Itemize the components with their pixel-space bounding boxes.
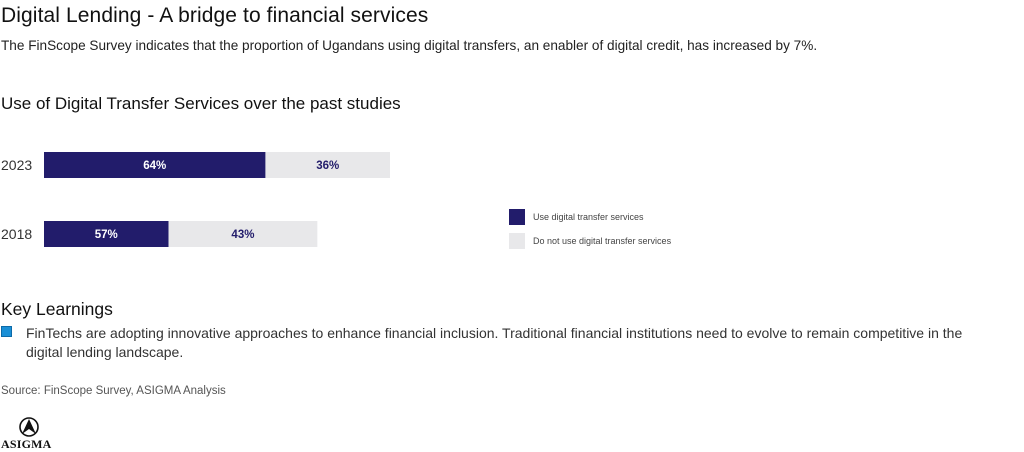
key-learning-item: FinTechs are adopting innovative approac… <box>26 325 963 360</box>
data-label-2018-1: 43% <box>231 229 254 241</box>
source-note: Source: FinScope Survey, ASIGMA Analysis <box>1 385 226 397</box>
data-label-2023-0: 64% <box>143 160 166 172</box>
legend-label-use: Use digital transfer services <box>533 212 644 222</box>
key-learnings-heading: Key Learnings <box>1 299 113 319</box>
category-label-2023: 2023 <box>1 157 32 173</box>
bar-segment-2018-0 <box>44 221 169 247</box>
legend-label-not-use: Do not use digital transfer services <box>533 236 672 246</box>
legend-swatch-not-use <box>509 233 525 249</box>
bar-segment-2023-0 <box>44 152 266 178</box>
chart-legend: Use digital transfer services Do not use… <box>509 209 671 257</box>
chart-title: Use of Digital Transfer Services over th… <box>1 94 401 113</box>
bar-segment-2018-1 <box>168 221 318 247</box>
data-label-2023-1: 36% <box>316 160 339 172</box>
category-label-2018: 2018 <box>1 226 32 242</box>
legend-swatch-use <box>509 209 525 225</box>
legend-item-use: Use digital transfer services <box>509 209 671 225</box>
logo-text: ASIGMA <box>1 437 52 451</box>
bar-segment-2023-1 <box>265 152 390 178</box>
asigma-logo-icon <box>19 417 39 437</box>
data-label-2018-0: 57% <box>95 229 118 241</box>
stacked-bar-chart: 2023 64% 36% 2018 57% 43% <box>1 152 390 247</box>
legend-item-not-use: Do not use digital transfer services <box>509 233 671 249</box>
bullet-square-icon <box>1 326 12 337</box>
page-title: Digital Lending - A bridge to financial … <box>1 4 429 27</box>
page-subtitle: The FinScope Survey indicates that the p… <box>1 38 818 53</box>
asigma-logo: ASIGMA <box>0 416 60 451</box>
